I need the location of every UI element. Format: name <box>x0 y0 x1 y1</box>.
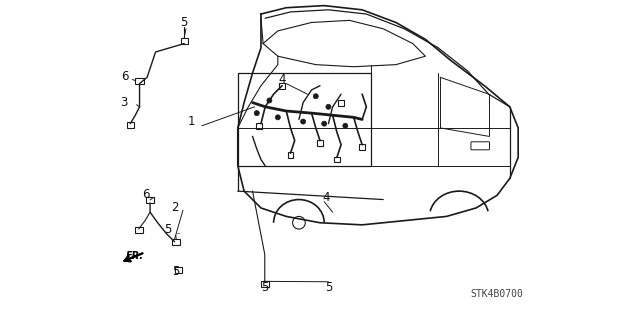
FancyBboxPatch shape <box>471 142 490 150</box>
Text: 4: 4 <box>323 191 330 204</box>
Circle shape <box>267 98 272 103</box>
Bar <box>359 144 365 150</box>
Text: 5: 5 <box>172 265 179 278</box>
Bar <box>127 122 134 128</box>
Text: 4: 4 <box>278 73 286 86</box>
Bar <box>256 123 262 129</box>
Text: 5: 5 <box>262 281 269 294</box>
Text: 3: 3 <box>120 96 127 109</box>
Bar <box>175 267 182 273</box>
Circle shape <box>313 94 318 99</box>
Circle shape <box>301 119 306 124</box>
Circle shape <box>343 123 348 128</box>
Bar <box>317 140 323 145</box>
Bar <box>147 197 154 203</box>
Bar <box>279 83 285 89</box>
Text: 5: 5 <box>164 223 171 236</box>
Circle shape <box>254 111 259 116</box>
Text: FR.: FR. <box>125 251 143 262</box>
Bar <box>172 239 180 245</box>
Bar <box>334 157 340 162</box>
Bar <box>261 281 269 287</box>
Text: 5: 5 <box>180 16 188 29</box>
Bar <box>135 227 143 233</box>
Bar <box>181 38 188 44</box>
Bar <box>135 78 144 84</box>
Text: 5: 5 <box>324 281 332 294</box>
FancyArrowPatch shape <box>124 253 143 261</box>
Text: 1: 1 <box>188 115 195 128</box>
Bar <box>338 100 344 106</box>
Bar <box>287 152 293 158</box>
Text: 6: 6 <box>143 188 150 201</box>
Circle shape <box>322 121 327 126</box>
Text: 2: 2 <box>171 201 179 214</box>
Text: STK4B0700: STK4B0700 <box>470 289 524 300</box>
Text: 6: 6 <box>122 70 129 83</box>
Circle shape <box>275 115 280 120</box>
Circle shape <box>326 104 331 109</box>
